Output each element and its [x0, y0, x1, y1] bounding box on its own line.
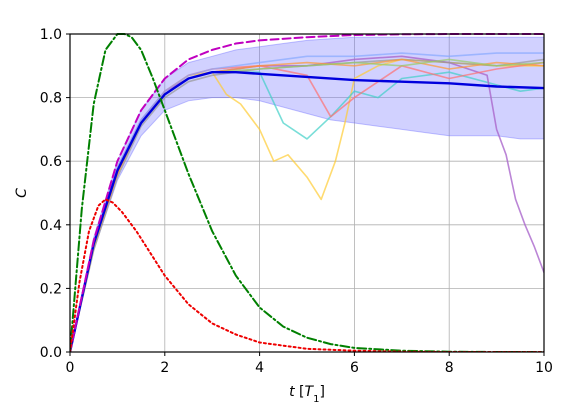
- x-tick-label: 2: [160, 360, 169, 376]
- y-tick-label: 1.0: [40, 27, 62, 43]
- x-tick-label: 0: [66, 360, 75, 376]
- y-tick-label: 0.8: [40, 91, 62, 107]
- axes-frame: [69, 33, 545, 353]
- series-line: [70, 52, 544, 352]
- series-line: [70, 198, 544, 352]
- ticks: 0 2 4 6 8 10 0.0 0.2 0.4 0.6 0.8 1.0: [40, 27, 553, 376]
- y-tick-label: 0.2: [40, 281, 62, 297]
- x-tick-label: 8: [445, 360, 454, 376]
- grid: [69, 33, 545, 353]
- x-axis-label: t [T1]: [289, 384, 325, 403]
- x-tick-label: 10: [535, 360, 553, 376]
- plot-area: [70, 33, 544, 352]
- series-group: [70, 33, 544, 352]
- x-tick-label: 4: [255, 360, 264, 376]
- y-tick-label: 0.4: [40, 218, 62, 234]
- y-axis-label: C: [14, 188, 30, 198]
- y-tick-label: 0.0: [40, 345, 62, 361]
- y-tick-label: 0.6: [40, 154, 62, 170]
- series-line: [70, 33, 544, 352]
- x-tick-label: 6: [350, 360, 359, 376]
- series-line: [70, 70, 544, 352]
